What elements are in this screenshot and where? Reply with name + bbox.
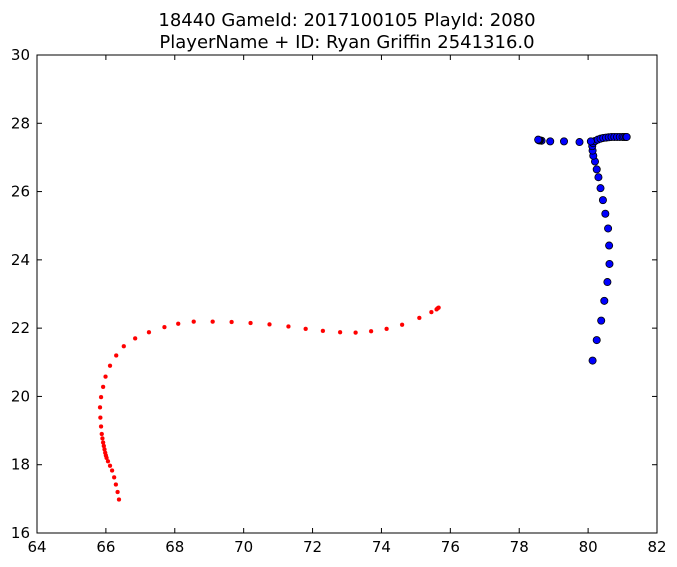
series-0-point-30 <box>229 319 234 325</box>
series-0-point-27 <box>176 321 181 326</box>
series-1-point-1 <box>592 336 601 345</box>
series-0-point-25 <box>146 330 152 335</box>
series-1-point-32 <box>586 137 595 146</box>
y-tick-label-5: 26 <box>11 183 30 201</box>
series-0-point-20 <box>103 374 108 379</box>
series-0-point-3 <box>112 475 117 480</box>
series-0-point-15 <box>98 424 104 429</box>
series-0-point-18 <box>98 394 104 400</box>
x-tick-label-8: 80 <box>579 538 598 556</box>
series-1-point-7 <box>604 224 613 233</box>
series-0-point-13 <box>100 436 105 441</box>
series-0-point-29 <box>210 319 215 324</box>
y-tick-label-6: 28 <box>11 114 30 132</box>
x-tick-label-3: 70 <box>234 538 253 556</box>
series-0-point-40 <box>399 322 405 327</box>
series-0-point-37 <box>353 330 358 335</box>
series-0-point-26 <box>162 324 167 330</box>
series-0-point-39 <box>384 326 389 331</box>
x-tick-label-2: 68 <box>165 538 184 556</box>
series-1-point-35 <box>546 137 555 146</box>
series-0-point-2 <box>113 482 119 487</box>
series-0-point-19 <box>100 384 106 390</box>
plot-frame <box>36 54 658 534</box>
series-0-point-42 <box>429 309 434 315</box>
x-tick-label-4: 72 <box>303 538 322 556</box>
series-0-point-35 <box>320 328 326 334</box>
series-1-point-5 <box>605 259 614 268</box>
series-1-point-33 <box>575 138 584 147</box>
series-0-point-17 <box>97 405 103 410</box>
x-tick-label-7: 78 <box>510 538 529 556</box>
series-1-point-40 <box>534 135 543 144</box>
series-0-point-21 <box>107 363 113 368</box>
series-0-point-12 <box>100 440 106 445</box>
series-0-point-34 <box>303 326 308 331</box>
series-1-point-9 <box>598 196 607 205</box>
x-tick-label-0: 64 <box>27 538 46 556</box>
series-1-point-0 <box>588 356 597 365</box>
y-tick-label-3: 22 <box>11 319 30 337</box>
x-tick-label-5: 74 <box>372 538 391 556</box>
x-tick-label-1: 66 <box>96 538 115 556</box>
series-1-point-34 <box>560 137 569 146</box>
series-1-point-11 <box>594 173 603 182</box>
chart-title-line-2: PlayerName + ID: Ryan Griffin 2541316.0 <box>159 32 534 53</box>
plot-area <box>97 132 631 502</box>
series-1-point-10 <box>596 184 605 193</box>
series-0-point-33 <box>286 324 291 329</box>
series-0-point-36 <box>337 330 343 335</box>
series-1-point-2 <box>597 316 606 325</box>
y-tick-label-4: 24 <box>11 251 30 269</box>
series-1-point-31 <box>622 132 631 141</box>
series-1-point-4 <box>603 278 612 287</box>
series-0-point-31 <box>248 320 253 326</box>
chart-title-line-1: 18440 GameId: 2017100105 PlayId: 2080 <box>158 10 535 31</box>
x-tick-label-6: 76 <box>441 538 460 556</box>
series-1-point-8 <box>601 209 610 218</box>
y-tick-label-1: 18 <box>11 456 30 474</box>
series-0-point-14 <box>99 431 104 437</box>
y-tick-label-7: 30 <box>11 46 30 64</box>
series-1-point-6 <box>605 241 614 250</box>
series-0-point-28 <box>191 319 196 324</box>
series-0-point-22 <box>114 353 119 358</box>
series-0-point-23 <box>121 344 126 349</box>
x-tick-label-9: 82 <box>647 538 666 556</box>
y-tick-label-2: 20 <box>11 387 30 405</box>
series-0-point-38 <box>368 329 374 334</box>
series-1-point-12 <box>592 165 601 174</box>
series-0-point-0 <box>116 497 122 502</box>
series-0-point-24 <box>133 336 138 341</box>
series-0-point-16 <box>98 415 103 420</box>
series-0-point-4 <box>109 468 115 473</box>
series-0-point-1 <box>115 489 120 495</box>
series-0-point-45 <box>436 305 441 310</box>
y-tick-label-0: 16 <box>11 524 30 542</box>
axes: 64 66 68 70 72 74 76 78 80 82 16 18 20 22 24 26 28 30 <box>11 46 667 556</box>
series-0-point-5 <box>107 463 113 468</box>
series-0-point-32 <box>267 322 272 327</box>
series-0-point-41 <box>417 315 422 321</box>
series-1-point-3 <box>600 296 609 305</box>
